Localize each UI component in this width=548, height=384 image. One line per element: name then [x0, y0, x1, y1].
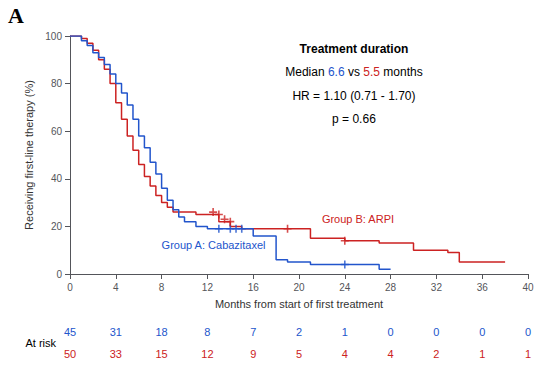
svg-text:0: 0	[67, 282, 73, 293]
svg-text:16: 16	[248, 282, 260, 293]
svg-text:32: 32	[431, 282, 443, 293]
svg-text:9: 9	[250, 348, 256, 360]
svg-text:0: 0	[525, 326, 531, 338]
svg-text:33: 33	[110, 348, 122, 360]
svg-text:2: 2	[296, 326, 302, 338]
svg-text:Treatment duration: Treatment duration	[300, 42, 409, 56]
svg-text:40: 40	[51, 173, 63, 184]
svg-text:7: 7	[250, 326, 256, 338]
svg-text:20: 20	[293, 282, 305, 293]
svg-text:8: 8	[204, 326, 210, 338]
svg-text:5.5: 5.5	[363, 65, 380, 79]
svg-text:Months from start of first tre: Months from start of first treatment	[215, 298, 383, 310]
svg-text:HR = 1.10 (0.71 - 1.70): HR = 1.10 (0.71 - 1.70)	[292, 89, 415, 103]
svg-text:0: 0	[388, 326, 394, 338]
svg-text:4: 4	[113, 282, 119, 293]
svg-text:At risk: At risk	[25, 337, 56, 349]
svg-text:0: 0	[479, 326, 485, 338]
svg-text:50: 50	[64, 348, 76, 360]
svg-text:28: 28	[385, 282, 397, 293]
svg-text:A: A	[8, 3, 24, 28]
svg-text:36: 36	[477, 282, 489, 293]
svg-text:6.6: 6.6	[328, 65, 345, 79]
svg-text:1: 1	[479, 348, 485, 360]
svg-text:40: 40	[522, 282, 534, 293]
svg-text:vs: vs	[345, 65, 364, 79]
svg-text:5: 5	[296, 348, 302, 360]
svg-text:1: 1	[525, 348, 531, 360]
svg-text:Group B: ARPI: Group B: ARPI	[322, 213, 394, 225]
svg-text:4: 4	[388, 348, 394, 360]
svg-text:8: 8	[159, 282, 165, 293]
svg-text:20: 20	[51, 221, 63, 232]
svg-text:12: 12	[201, 348, 213, 360]
svg-text:45: 45	[64, 326, 76, 338]
svg-text:60: 60	[51, 126, 63, 137]
svg-text:months: months	[380, 65, 423, 79]
svg-text:Median: Median	[285, 65, 328, 79]
svg-text:12: 12	[202, 282, 214, 293]
svg-text:24: 24	[339, 282, 351, 293]
svg-text:2: 2	[433, 348, 439, 360]
svg-text:80: 80	[51, 78, 63, 89]
svg-text:31: 31	[110, 326, 122, 338]
svg-text:p = 0.66: p = 0.66	[332, 112, 376, 126]
svg-text:Group A: Cabazitaxel: Group A: Cabazitaxel	[162, 239, 266, 251]
svg-text:4: 4	[342, 348, 348, 360]
svg-text:1: 1	[342, 326, 348, 338]
svg-text:15: 15	[155, 348, 167, 360]
svg-text:100: 100	[45, 31, 62, 42]
svg-text:18: 18	[155, 326, 167, 338]
svg-text:0: 0	[433, 326, 439, 338]
svg-text:Receiving first-line therapy (: Receiving first-line therapy (%)	[23, 80, 35, 230]
svg-text:0: 0	[56, 269, 62, 280]
